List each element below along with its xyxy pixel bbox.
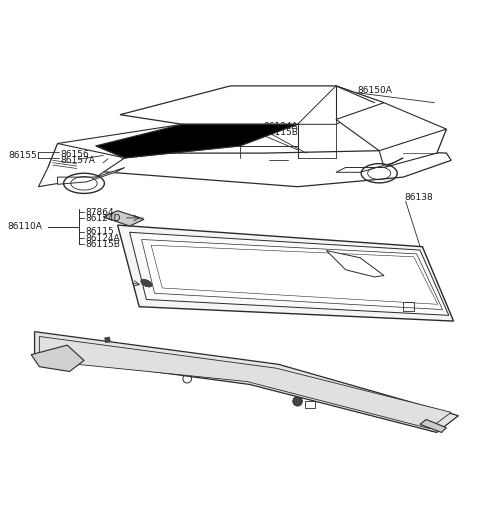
Text: 86131: 86131 [297,271,325,280]
Polygon shape [38,143,125,187]
Polygon shape [103,211,144,226]
Polygon shape [39,336,451,428]
Polygon shape [379,129,446,168]
Polygon shape [420,419,446,433]
Text: 86150A: 86150A [358,86,393,95]
Circle shape [73,347,83,357]
Text: 1416BA: 1416BA [156,135,191,144]
Polygon shape [326,250,384,277]
Text: 87864: 87864 [85,208,114,217]
Circle shape [293,396,302,406]
Polygon shape [336,158,403,172]
Polygon shape [130,232,449,315]
Polygon shape [105,337,110,343]
Text: 86157A: 86157A [60,156,95,165]
Text: 86124D: 86124D [85,214,121,223]
Text: 86110A: 86110A [7,222,42,231]
Text: 86139: 86139 [146,250,175,259]
Text: 86124A: 86124A [85,233,120,242]
Polygon shape [31,345,84,372]
Polygon shape [35,331,458,433]
Polygon shape [58,168,125,184]
Text: 86115B: 86115B [263,129,298,138]
Polygon shape [142,239,443,309]
Bar [305,401,315,407]
Text: 86115: 86115 [85,227,114,236]
Polygon shape [151,245,438,304]
Text: 86138: 86138 [405,193,433,202]
Polygon shape [48,124,240,168]
Text: 86124A: 86124A [263,122,298,131]
Polygon shape [48,151,451,187]
Polygon shape [96,124,298,158]
Bar [403,302,414,310]
Circle shape [299,302,306,309]
Polygon shape [120,86,384,124]
Text: 86115B: 86115B [85,240,120,249]
Polygon shape [336,103,446,153]
Text: 86155: 86155 [9,151,37,160]
Text: 86115: 86115 [361,248,390,257]
Ellipse shape [141,279,152,287]
Polygon shape [118,225,454,321]
Polygon shape [298,86,384,124]
Circle shape [338,246,351,259]
Text: 86156: 86156 [60,150,89,159]
Polygon shape [118,152,130,159]
